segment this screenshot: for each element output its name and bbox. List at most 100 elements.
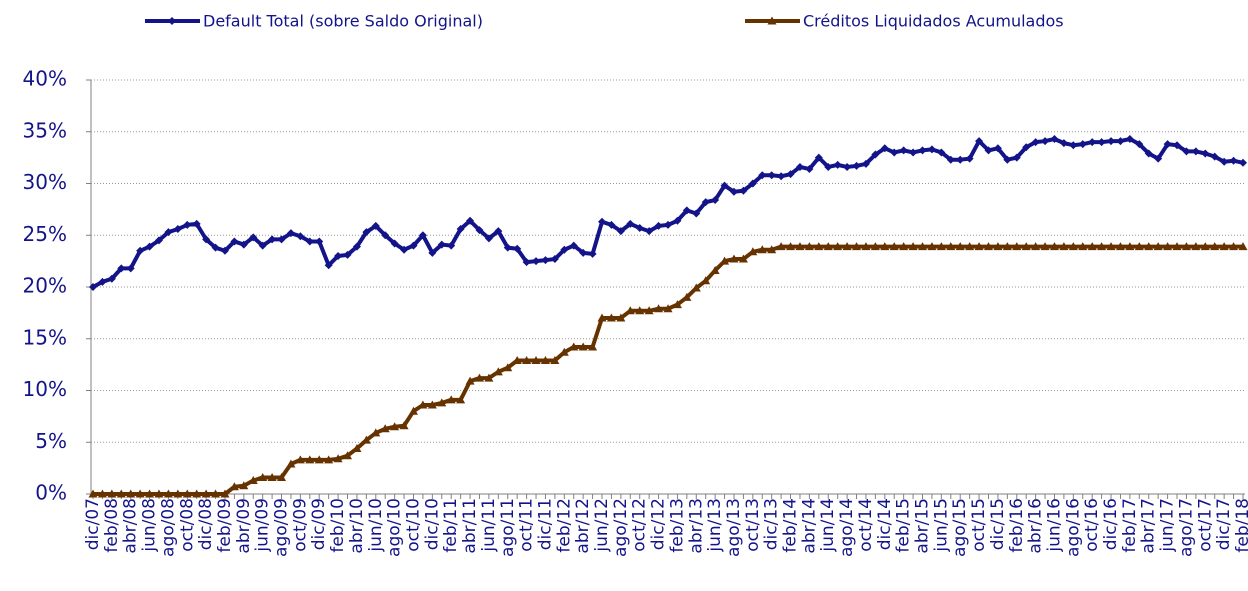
point-marker bbox=[1087, 242, 1097, 251]
y-tick-label: 0% bbox=[35, 481, 67, 505]
point-marker bbox=[503, 243, 512, 252]
x-tick-label: jun/11 bbox=[479, 498, 499, 553]
point-marker bbox=[616, 313, 626, 322]
point-marker bbox=[494, 227, 503, 236]
point-marker bbox=[305, 237, 314, 246]
point-marker bbox=[644, 306, 654, 315]
point-marker bbox=[315, 237, 324, 246]
point-marker bbox=[107, 489, 117, 498]
x-tick-label: feb/12 bbox=[554, 498, 574, 553]
point-marker bbox=[126, 489, 136, 498]
point-marker bbox=[258, 472, 268, 481]
point-marker bbox=[314, 455, 324, 464]
point-marker bbox=[447, 241, 456, 250]
point-marker bbox=[899, 242, 909, 251]
point-marker bbox=[1239, 158, 1247, 167]
point-marker bbox=[758, 171, 767, 180]
point-marker bbox=[305, 455, 315, 464]
x-tick-label: jun/14 bbox=[818, 498, 838, 553]
point-marker bbox=[201, 489, 211, 498]
point-marker bbox=[748, 247, 758, 256]
point-marker bbox=[711, 196, 720, 205]
point-marker bbox=[795, 162, 804, 171]
point-marker bbox=[579, 248, 588, 257]
point-marker bbox=[767, 245, 777, 254]
point-marker bbox=[248, 476, 258, 485]
point-marker bbox=[955, 242, 965, 251]
point-marker bbox=[295, 455, 305, 464]
point-marker bbox=[1182, 147, 1191, 156]
x-tick-label: ago/14 bbox=[837, 498, 857, 557]
point-marker bbox=[390, 239, 399, 248]
point-marker bbox=[1021, 242, 1031, 251]
point-marker bbox=[541, 256, 550, 265]
point-marker bbox=[126, 264, 135, 273]
point-marker bbox=[927, 145, 936, 154]
point-marker bbox=[192, 219, 201, 228]
point-marker bbox=[145, 242, 154, 251]
legend-label: Default Total (sobre Saldo Original) bbox=[203, 12, 483, 31]
x-tick-label: jun/12 bbox=[592, 498, 612, 553]
point-marker bbox=[324, 455, 334, 464]
point-marker bbox=[1003, 155, 1012, 164]
point-marker bbox=[522, 355, 532, 364]
point-marker bbox=[1201, 149, 1210, 158]
x-tick-label: ago/12 bbox=[611, 498, 631, 557]
x-tick-label: oct/15 bbox=[969, 498, 989, 552]
point-marker bbox=[135, 489, 145, 498]
point-marker bbox=[503, 363, 513, 372]
point-marker bbox=[182, 489, 192, 498]
point-marker bbox=[334, 251, 343, 260]
x-tick-label: jun/16 bbox=[1044, 498, 1064, 553]
point-marker bbox=[682, 292, 692, 301]
point-marker bbox=[173, 489, 183, 498]
x-tick-label: ago/15 bbox=[950, 498, 970, 557]
point-marker bbox=[852, 161, 861, 170]
point-marker bbox=[569, 241, 578, 250]
point-marker bbox=[343, 451, 353, 460]
point-marker bbox=[1125, 242, 1135, 251]
point-marker bbox=[418, 400, 428, 409]
point-marker bbox=[965, 242, 975, 251]
point-marker bbox=[833, 160, 842, 169]
point-marker bbox=[663, 304, 673, 313]
point-marker bbox=[390, 422, 400, 431]
y-tick-label: 20% bbox=[23, 274, 67, 298]
x-tick-label: abr/12 bbox=[573, 498, 593, 554]
point-marker bbox=[1107, 137, 1116, 146]
x-tick-label: dic/09 bbox=[309, 498, 329, 550]
point-marker bbox=[154, 489, 164, 498]
point-marker bbox=[98, 277, 107, 286]
point-marker bbox=[1125, 134, 1134, 143]
point-marker bbox=[154, 236, 163, 245]
point-marker bbox=[1012, 242, 1022, 251]
x-tick-label: feb/18 bbox=[1233, 498, 1248, 553]
x-tick-label: oct/16 bbox=[1082, 498, 1102, 552]
point-marker bbox=[343, 250, 352, 259]
point-marker bbox=[984, 146, 993, 155]
point-marker bbox=[748, 179, 757, 188]
point-marker bbox=[88, 489, 98, 498]
point-marker bbox=[277, 235, 286, 244]
point-marker bbox=[673, 216, 682, 225]
point-marker bbox=[550, 255, 559, 264]
x-tick-label: dic/11 bbox=[535, 498, 555, 550]
point-marker bbox=[974, 242, 984, 251]
point-marker bbox=[1172, 242, 1182, 251]
point-marker bbox=[89, 283, 97, 291]
point-marker bbox=[635, 306, 645, 315]
point-marker bbox=[880, 242, 890, 251]
point-marker bbox=[239, 240, 248, 249]
point-marker bbox=[202, 235, 211, 244]
x-tick-label: oct/08 bbox=[177, 498, 197, 552]
point-marker bbox=[598, 217, 607, 226]
point-marker bbox=[230, 237, 239, 246]
point-marker bbox=[474, 373, 484, 382]
legend-marker bbox=[767, 16, 777, 25]
point-marker bbox=[437, 240, 446, 249]
x-tick-label: ago/13 bbox=[724, 498, 744, 557]
point-marker bbox=[1049, 242, 1059, 251]
point-marker bbox=[899, 146, 908, 155]
point-marker bbox=[277, 472, 287, 481]
